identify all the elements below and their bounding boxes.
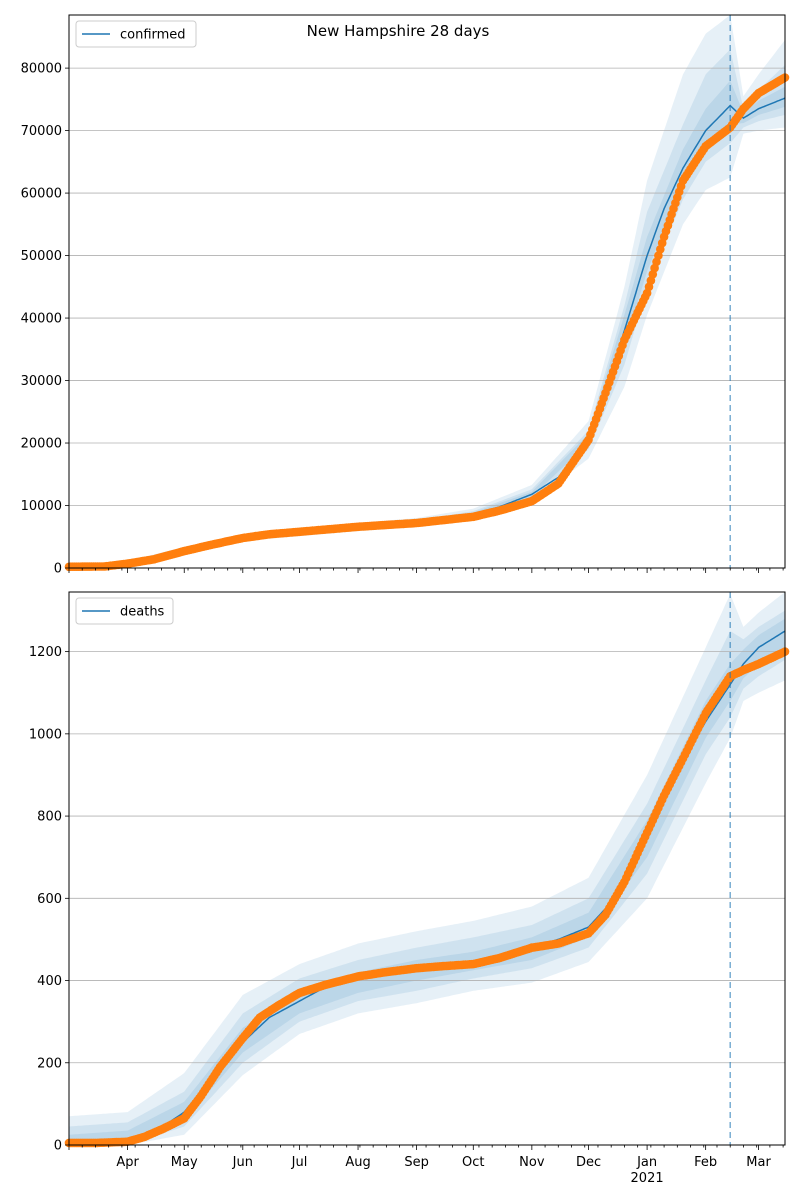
confirmed-legend-box	[75, 20, 197, 48]
deaths-legend-box	[75, 597, 174, 625]
deaths-y-tick-label: 1200	[29, 645, 62, 660]
confirmed-y-tick-label: 10000	[21, 499, 62, 514]
confirmed-band-2	[69, 80, 785, 568]
deaths-band-0	[69, 592, 785, 1145]
confirmed-x-axis	[68, 568, 784, 573]
deaths-axes-frame	[68, 591, 786, 1146]
x-tick-label-jul: Jul	[291, 1155, 308, 1170]
confirmed-legend-label: confirmed	[120, 28, 186, 43]
x-tick-label-oct: Oct	[462, 1155, 484, 1170]
confirmed-observed-series	[64, 73, 790, 572]
confirmed-y-tick-label: 40000	[21, 312, 62, 327]
x-tick-label-sep: Sep	[404, 1155, 429, 1170]
confirmed-uncertainty-bands	[69, 15, 785, 568]
confirmed-band-0	[69, 15, 785, 568]
x-tick-label-may: May	[171, 1155, 198, 1170]
deaths-x-axis: Apr May Jun Jul Aug Sep Oct Nov Dec Jan Feb Mar 2021	[68, 1145, 784, 1186]
confirmed-chart-panel: 0 10000 20000 30000 40000 50000 60000 70000 8000…	[21, 14, 790, 577]
deaths-observed-series	[64, 647, 790, 1148]
deaths-y-tick-label: 200	[37, 1056, 62, 1071]
confirmed-axes-frame	[68, 14, 786, 569]
confirmed-legend: confirmed	[75, 20, 197, 48]
confirmed-y-tick-label: 70000	[21, 124, 62, 139]
deaths-chart-panel: 0 200 400 600 800 1000 1200 Apr May Jun Jul Aug Sep…	[29, 591, 790, 1186]
deaths-y-tick-label: 0	[54, 1139, 62, 1154]
confirmed-y-tick-label: 30000	[21, 374, 62, 389]
confirmed-y-tick-label: 0	[54, 562, 62, 577]
confirmed-y-axis: 0 10000 20000 30000 40000 50000 60000 70000 8000…	[21, 62, 69, 577]
deaths-legend: deaths	[75, 597, 174, 625]
deaths-uncertainty-bands	[69, 592, 785, 1145]
confirmed-y-tick-label: 60000	[21, 187, 62, 202]
confirmed-y-tick-label: 50000	[21, 249, 62, 264]
confirmed-y-tick-label: 80000	[21, 62, 62, 77]
x-tick-label-aug: Aug	[345, 1155, 370, 1170]
chart-title: New Hampshire 28 days	[307, 22, 490, 40]
x-tick-label-jun: Jun	[232, 1155, 253, 1170]
deaths-y-axis: 0 200 400 600 800 1000 1200	[29, 645, 69, 1154]
confirmed-y-tick-label: 20000	[21, 437, 62, 452]
x-tick-label-nov: Nov	[519, 1155, 545, 1170]
x-tick-label-feb: Feb	[694, 1155, 717, 1170]
deaths-y-tick-label: 1000	[29, 727, 62, 742]
x-tick-label-jan: Jan	[636, 1155, 657, 1170]
deaths-band-1	[69, 610, 785, 1145]
x-year-label: 2021	[631, 1171, 664, 1186]
deaths-y-tick-label: 800	[37, 810, 62, 825]
x-tick-label-apr: Apr	[116, 1155, 139, 1170]
x-tick-label-dec: Dec	[576, 1155, 601, 1170]
x-tick-label-mar: Mar	[746, 1155, 771, 1170]
deaths-y-tick-label: 600	[37, 892, 62, 907]
deaths-legend-label: deaths	[120, 605, 165, 620]
confirmed-band-1	[69, 49, 785, 568]
deaths-y-tick-label: 400	[37, 974, 62, 989]
